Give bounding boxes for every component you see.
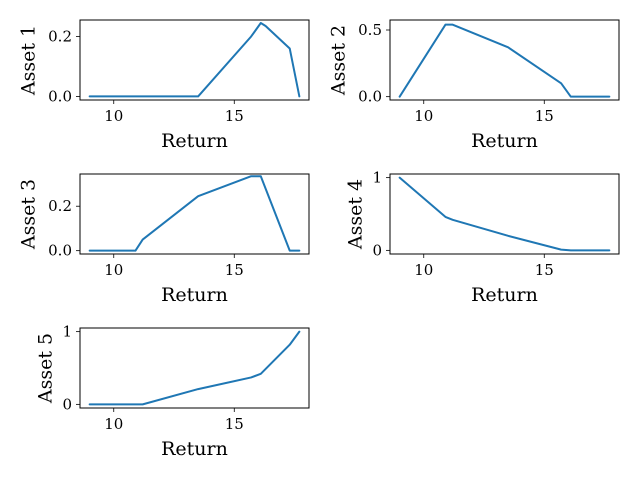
subplot-5: 10 15 0 1 Return Asset 5 <box>35 323 310 460</box>
series-line <box>88 175 301 252</box>
series-line <box>398 176 611 252</box>
subplot-2: 10 15 0.0 0.5 Return Asset 2 <box>328 19 620 152</box>
axes-frame <box>79 327 310 409</box>
y-tick-label: 0.2 <box>48 27 72 45</box>
x-axis-label: Return <box>161 130 228 152</box>
x-axis-label: Return <box>471 284 538 306</box>
y-axis-label: Asset 3 <box>18 179 40 250</box>
series-line <box>398 23 611 98</box>
axes-frame <box>79 173 310 255</box>
subplot-3: 10 15 0.0 0.2 Return Asset 3 <box>18 173 310 306</box>
subplot-1: 10 15 0.0 0.2 Return Asset 1 <box>18 19 310 152</box>
x-axis-label: Return <box>161 284 228 306</box>
x-tick-label: 10 <box>414 261 433 279</box>
y-tick-label: 0.0 <box>358 88 382 106</box>
x-tick-label: 15 <box>535 261 554 279</box>
y-tick-label: 1 <box>372 169 382 187</box>
axes-frame <box>389 173 620 255</box>
axes-frame <box>79 19 310 101</box>
x-tick-label: 15 <box>535 107 554 125</box>
x-tick-label: 10 <box>104 415 123 433</box>
y-axis-label: Asset 1 <box>18 25 40 96</box>
y-axis-label: Asset 4 <box>345 179 367 250</box>
y-axis-label: Asset 2 <box>328 25 350 96</box>
y-tick-label: 0.2 <box>48 197 72 215</box>
y-axis-label: Asset 5 <box>35 333 57 404</box>
x-axis-label: Return <box>471 130 538 152</box>
x-tick-label: 15 <box>225 107 244 125</box>
x-tick-label: 10 <box>104 261 123 279</box>
subplot-4: 10 15 0 1 Return Asset 4 <box>345 169 620 306</box>
y-tick-label: 0.5 <box>358 21 382 39</box>
x-tick-label: 10 <box>414 107 433 125</box>
series-line <box>88 22 301 98</box>
series-line <box>88 330 301 406</box>
y-tick-label: 0.0 <box>48 242 72 260</box>
y-tick-label: 1 <box>62 323 72 341</box>
x-tick-label: 10 <box>104 107 123 125</box>
x-tick-label: 15 <box>225 415 244 433</box>
axes-frame <box>389 19 620 101</box>
y-tick-label: 0.0 <box>48 87 72 105</box>
y-tick-label: 0 <box>372 241 382 259</box>
x-tick-label: 15 <box>225 261 244 279</box>
x-axis-label: Return <box>161 438 228 460</box>
y-tick-label: 0 <box>62 395 72 413</box>
